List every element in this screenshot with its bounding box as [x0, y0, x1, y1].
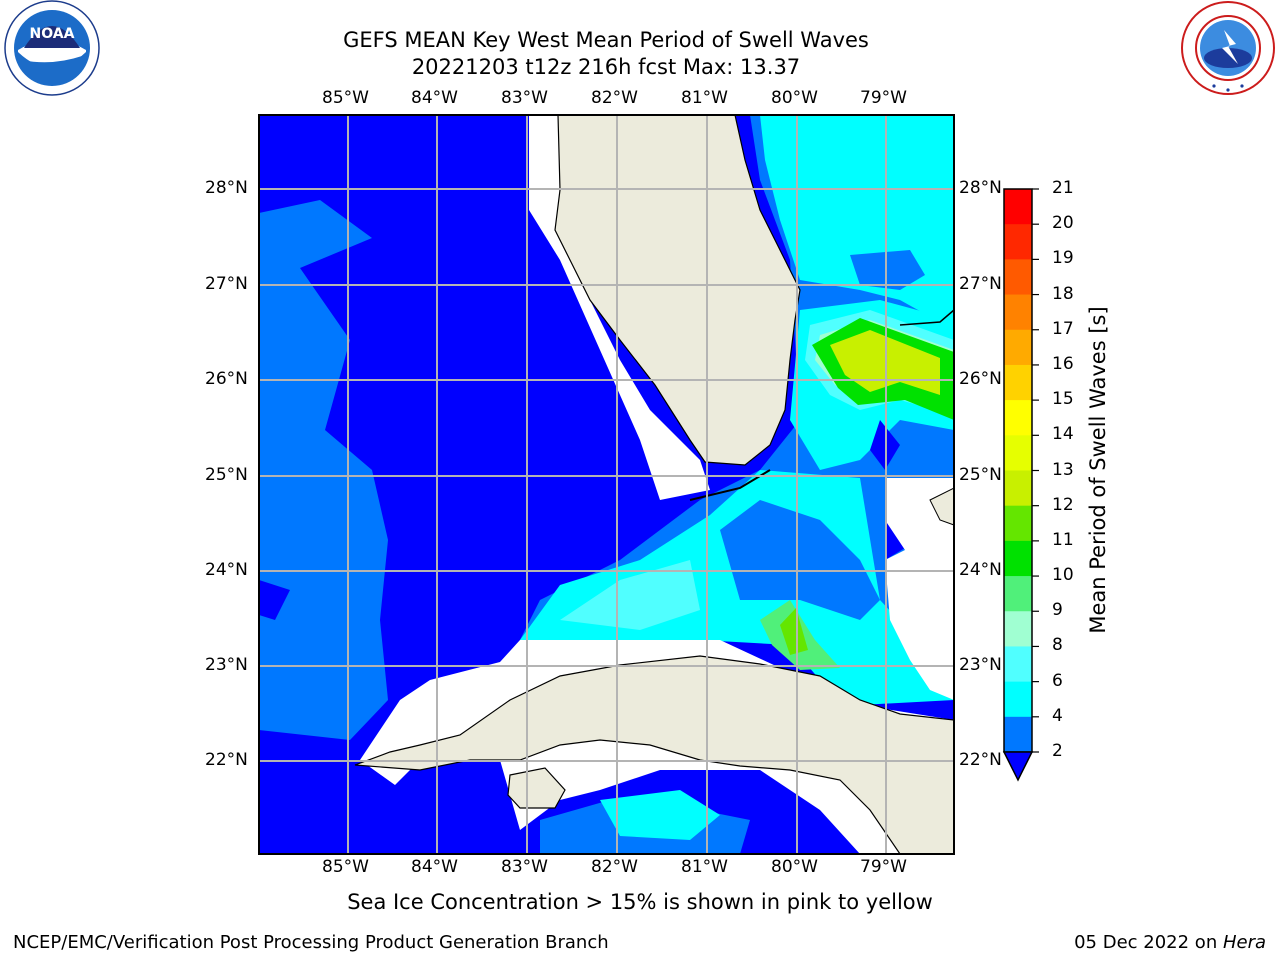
colorbar-tick-label: 13 [1052, 459, 1074, 480]
colorbar [1004, 189, 1032, 753]
footer-date: 05 Dec 2022 on Hera [1074, 932, 1266, 953]
colorbar-ticks [1032, 188, 1039, 753]
lat-label-left: 23°N [205, 655, 248, 675]
lat-label-right: 25°N [959, 465, 1002, 485]
lat-label-left: 22°N [205, 750, 248, 770]
lat-label-right: 22°N [959, 750, 1002, 770]
colorbar-tick-label: 15 [1052, 389, 1074, 410]
footer-host: Hera [1222, 932, 1266, 953]
colorbar-segment [1004, 505, 1032, 542]
map-grid [259, 115, 954, 854]
lon-label-top: 82°W [591, 88, 638, 108]
lon-label-bottom: 79°W [860, 857, 907, 877]
colorbar-label: Mean Period of Swell Waves [s] [1086, 306, 1110, 634]
colorbar-tick-label: 17 [1052, 318, 1074, 339]
colorbar-tick-label: 19 [1052, 248, 1074, 269]
lat-label-right: 23°N [959, 655, 1002, 675]
colorbar-segment [1004, 329, 1032, 366]
lat-label-right: 27°N [959, 274, 1002, 294]
swell-zone-pocket [850, 250, 925, 290]
lon-label-top: 79°W [860, 88, 907, 108]
lat-label-left: 27°N [205, 274, 248, 294]
lat-label-left: 25°N [205, 465, 248, 485]
colorbar-tick-label: 20 [1052, 213, 1074, 234]
lon-label-bottom: 85°W [322, 857, 369, 877]
lat-label-left: 24°N [205, 560, 248, 580]
colorbar-segment [1004, 646, 1032, 683]
footer-credit: NCEP/EMC/Verification Post Processing Pr… [13, 932, 609, 953]
noaa-logo: NOAA [2, 0, 102, 100]
lon-label-top: 81°W [681, 88, 728, 108]
colorbar-tick-label: 6 [1052, 670, 1063, 691]
lon-label-bottom: 82°W [591, 857, 638, 877]
footer-date-text: 05 Dec 2022 on [1074, 932, 1223, 953]
colorbar-tick-label: 4 [1052, 705, 1063, 726]
colorbar-segment [1004, 716, 1032, 753]
sea-ice-note-text: Sea Ice Concentration > 15% is shown in … [347, 890, 933, 914]
lat-label-left: 26°N [205, 369, 248, 389]
lon-label-top: 83°W [501, 88, 548, 108]
swell-zone-west [259, 200, 388, 740]
colorbar-tick-label: 14 [1052, 424, 1074, 445]
colorbar-tick-label: 16 [1052, 353, 1074, 374]
lon-label-top: 85°W [322, 88, 369, 108]
lon-label-bottom: 84°W [411, 857, 458, 877]
colorbar-segment [1004, 259, 1032, 296]
colorbar-tick-label: 11 [1052, 529, 1074, 550]
swell-zone-keys-2 [560, 560, 700, 630]
nws-logo-icon [1181, 1, 1275, 95]
colorbar-segment [1004, 681, 1032, 718]
no-data-bahamas [885, 478, 954, 700]
colorbar-segment [1004, 611, 1032, 647]
colorbar-segment [1004, 224, 1032, 260]
colorbar-segment [1004, 435, 1032, 471]
colorbar-segment [1004, 470, 1032, 507]
lat-label-right: 24°N [959, 560, 1002, 580]
map-title: GEFS MEAN Key West Mean Period of Swell … [343, 28, 869, 52]
lon-label-top: 84°W [411, 88, 458, 108]
lon-label-bottom: 83°W [501, 857, 548, 877]
swell-zone-strait-center [720, 500, 880, 620]
colorbar-segment [1004, 294, 1032, 331]
colorbar-tick-label: 21 [1052, 178, 1074, 198]
colorbar-tick-label: 12 [1052, 494, 1074, 515]
colorbar-tick-label: 2 [1052, 741, 1063, 761]
lon-label-bottom: 80°W [771, 857, 818, 877]
colorbar-tick-label: 10 [1052, 565, 1074, 586]
colorbar-tick-label: 9 [1052, 600, 1063, 621]
swell-zone-cuba-north-core [780, 608, 808, 655]
swell-zone-west-inner [259, 580, 290, 620]
lon-label-bottom: 81°W [681, 857, 728, 877]
colorbar-tick-label: 18 [1052, 283, 1074, 304]
colorbar-segment [1004, 576, 1032, 612]
sea-ice-note: Sea Ice Concentration > 15% is shown in … [0, 890, 1280, 914]
map-subtitle: 20221203 t12z 216h fcst Max: 13.37 [411, 55, 801, 79]
land-isla-juventud [507, 767, 566, 809]
nws-logo [1178, 0, 1278, 100]
colorbar-segment [1004, 364, 1032, 401]
colorbar-extend-arrow [1002, 751, 1034, 782]
swell-zone-south-3 [600, 790, 720, 840]
lat-label-left: 28°N [205, 178, 248, 198]
lat-label-right: 26°N [959, 369, 1002, 389]
lon-label-top: 80°W [771, 88, 818, 108]
no-data-florida-west [529, 115, 710, 500]
colorbar-tick-label: 8 [1052, 635, 1063, 656]
noaa-logo-icon: NOAA [4, 0, 100, 96]
colorbar-segment [1004, 189, 1032, 225]
colorbar-segment [1004, 540, 1032, 577]
colorbar-segment [1004, 400, 1032, 436]
map-frame [258, 114, 955, 855]
svg-text:NOAA: NOAA [30, 26, 75, 42]
grand-bahama [899, 309, 955, 326]
lat-label-right: 28°N [959, 178, 1002, 198]
